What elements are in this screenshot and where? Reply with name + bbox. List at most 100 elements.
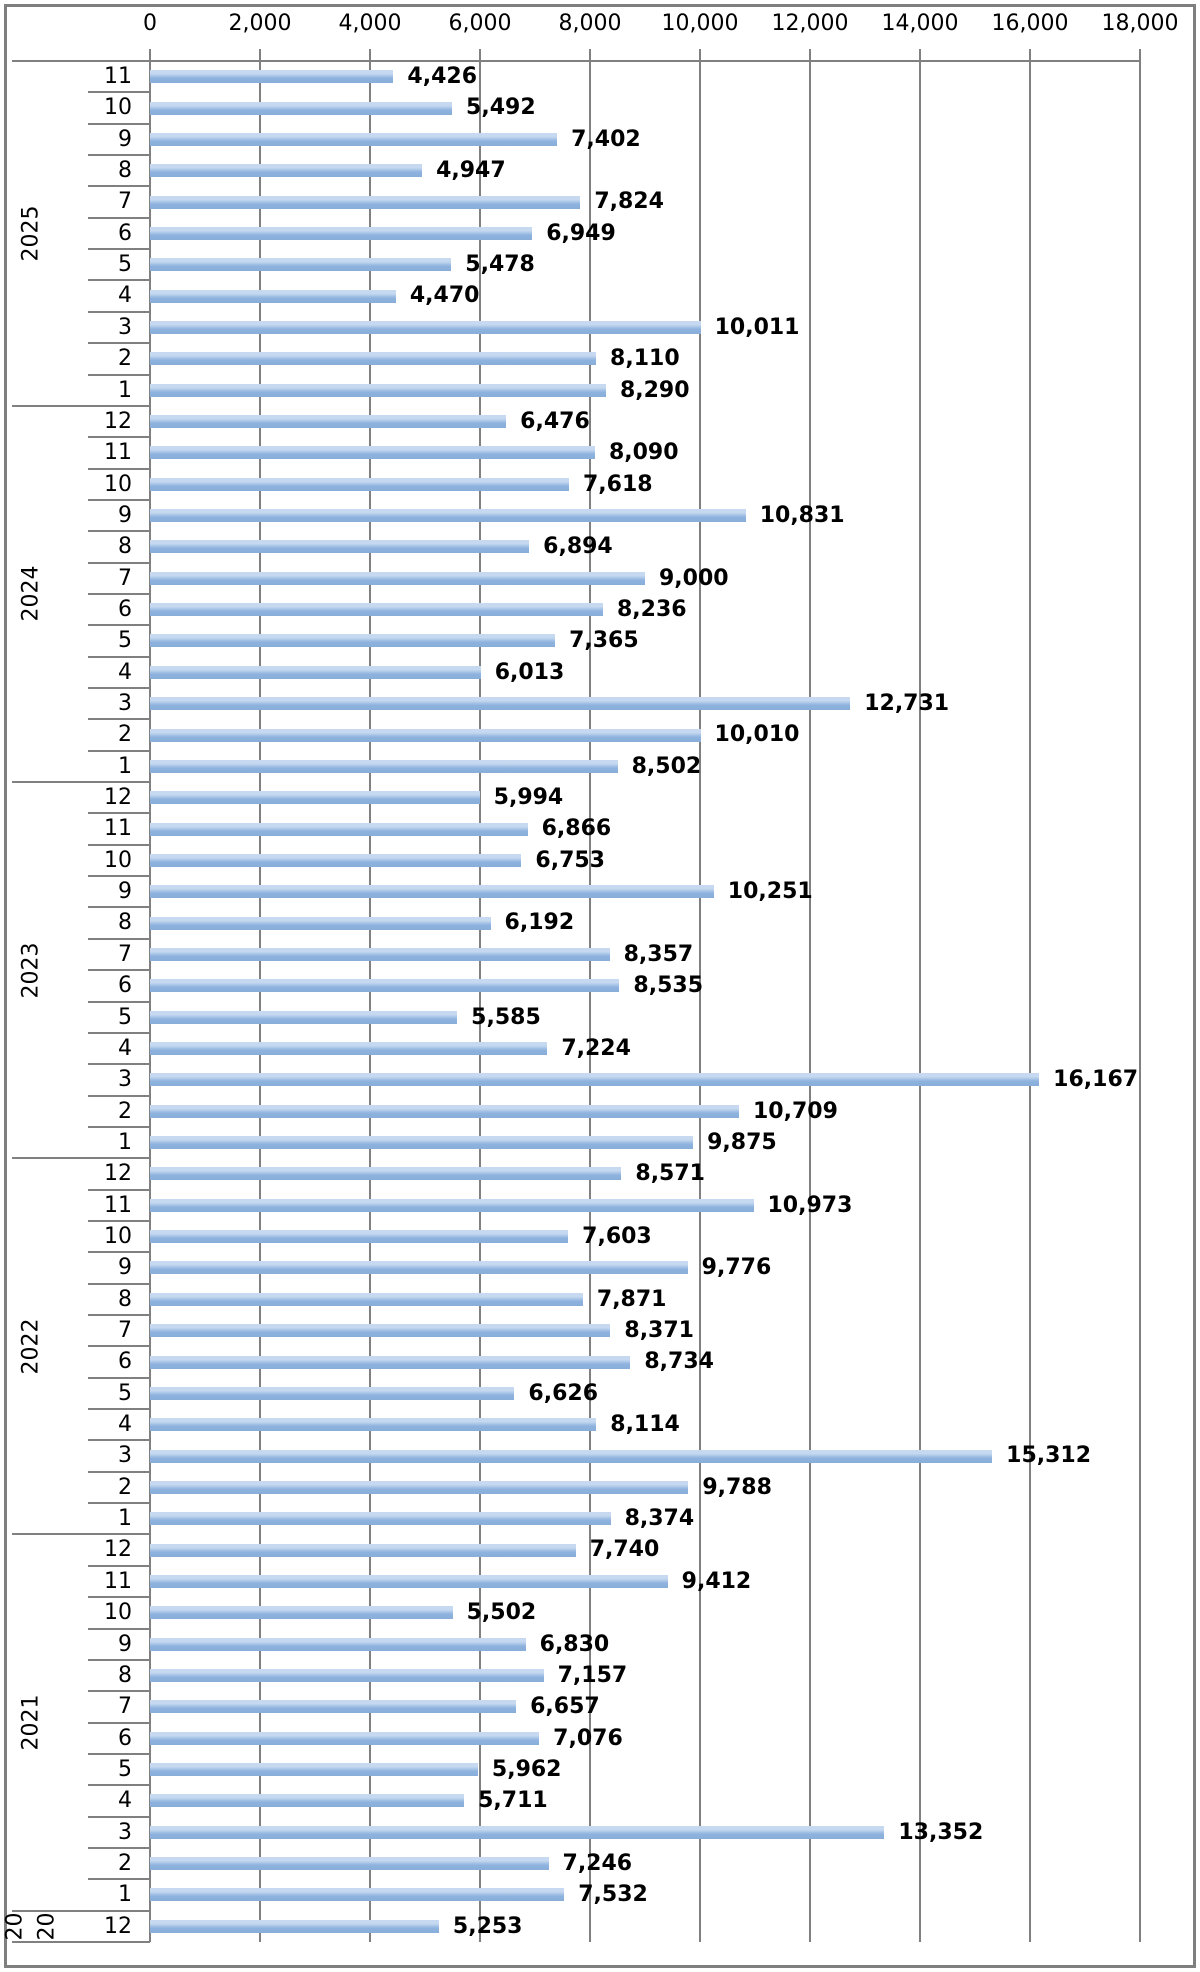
month-label: 5	[118, 628, 132, 654]
month-label: 2	[118, 1474, 132, 1500]
value-label: 8,090	[608, 440, 679, 466]
bar	[150, 1418, 597, 1432]
month-label: 12	[104, 1537, 132, 1563]
bar	[150, 1355, 631, 1369]
x-axis-tick-label: 18,000	[1101, 11, 1179, 36]
value-label: 10,831	[759, 502, 845, 528]
bar	[150, 1167, 622, 1181]
value-label: 8,734	[644, 1349, 714, 1375]
bar	[150, 509, 746, 523]
value-label: 7,740	[589, 1537, 660, 1563]
bar	[150, 289, 396, 303]
bar	[150, 1261, 688, 1275]
year-boundary-line	[12, 1533, 150, 1536]
x-axis-tick-label: 0	[143, 11, 157, 36]
gridline	[919, 49, 921, 1942]
gridline	[149, 49, 151, 1942]
bar	[150, 1888, 565, 1902]
month-label: 3	[118, 691, 132, 716]
month-label: 7	[118, 189, 132, 215]
value-label: 7,076	[553, 1725, 623, 1751]
bar	[150, 1104, 739, 1118]
bar	[150, 1669, 544, 1683]
month-tick-line	[88, 1470, 150, 1473]
bar	[150, 853, 522, 867]
value-label: 6,830	[539, 1631, 610, 1657]
month-tick-line	[88, 1094, 150, 1097]
gridline	[479, 49, 481, 1942]
value-label: 10,709	[752, 1098, 838, 1124]
bar	[150, 885, 714, 899]
bar	[150, 1010, 458, 1024]
value-label: 9,000	[659, 565, 729, 591]
value-label: 8,357	[623, 941, 694, 967]
year-boundary-line	[12, 404, 150, 407]
month-label: 1	[118, 1129, 132, 1155]
bar	[150, 1700, 517, 1714]
month-label: 10	[104, 1600, 132, 1626]
month-tick-line	[88, 843, 150, 846]
bar	[150, 1512, 611, 1526]
month-tick-line	[88, 1627, 150, 1630]
bar	[150, 70, 394, 84]
value-label: 6,949	[546, 220, 616, 246]
value-label: 16,167	[1053, 1067, 1139, 1093]
value-label: 6,476	[520, 408, 590, 434]
month-tick-line	[88, 749, 150, 752]
month-label: 3	[118, 1067, 132, 1093]
month-label: 7	[118, 1694, 132, 1720]
month-tick-line	[88, 1000, 150, 1003]
month-label: 2	[118, 346, 132, 372]
bar	[150, 1230, 569, 1244]
x-axis-tick-label: 12,000	[771, 11, 849, 36]
bar	[150, 1480, 689, 1494]
bar	[150, 540, 530, 554]
value-label: 5,711	[478, 1788, 548, 1814]
month-label: 4	[118, 1412, 132, 1438]
month-label: 6	[118, 973, 132, 999]
value-label: 4,947	[436, 158, 506, 184]
month-tick-line	[88, 1502, 150, 1505]
month-tick-line	[88, 467, 150, 470]
value-label: 7,603	[582, 1223, 652, 1249]
month-tick-line	[88, 91, 150, 94]
month-tick-line	[88, 969, 150, 972]
month-label: 6	[118, 1725, 132, 1751]
month-label: 7	[118, 565, 132, 591]
month-tick-line	[88, 1376, 150, 1379]
year-label: 2022	[8, 1158, 54, 1534]
bar	[150, 1606, 453, 1620]
bar	[150, 415, 507, 429]
value-label: 15,312	[1006, 1443, 1092, 1469]
month-label: 2	[118, 1850, 132, 1876]
value-label: 6,657	[530, 1694, 600, 1720]
value-label: 6,013	[494, 659, 565, 685]
value-label: 6,894	[543, 534, 613, 560]
month-label: 5	[118, 1004, 132, 1030]
month-tick-line	[88, 1439, 150, 1442]
value-label: 6,626	[528, 1380, 599, 1406]
value-label: 5,585	[471, 1004, 541, 1030]
value-label: 7,532	[578, 1882, 648, 1908]
value-label: 6,866	[541, 816, 612, 842]
bar	[150, 979, 620, 993]
month-tick-line	[88, 937, 150, 940]
value-label: 8,571	[635, 1161, 705, 1187]
month-tick-line	[88, 1188, 150, 1191]
month-tick-line	[88, 875, 150, 878]
bar	[150, 1198, 754, 1212]
bar	[150, 634, 556, 648]
value-label: 8,502	[631, 753, 702, 779]
gridline	[369, 49, 371, 1942]
bar	[150, 164, 423, 178]
bar	[150, 195, 581, 209]
value-label: 7,365	[569, 628, 639, 654]
month-label: 8	[118, 1662, 132, 1688]
month-label: 5	[118, 1756, 132, 1782]
month-label: 10	[104, 1223, 132, 1249]
month-tick-line	[88, 1690, 150, 1693]
year-label-text: 2021	[18, 1694, 44, 1751]
bar	[150, 101, 453, 115]
month-tick-line	[88, 1031, 150, 1034]
year-label: 2024	[8, 406, 54, 782]
